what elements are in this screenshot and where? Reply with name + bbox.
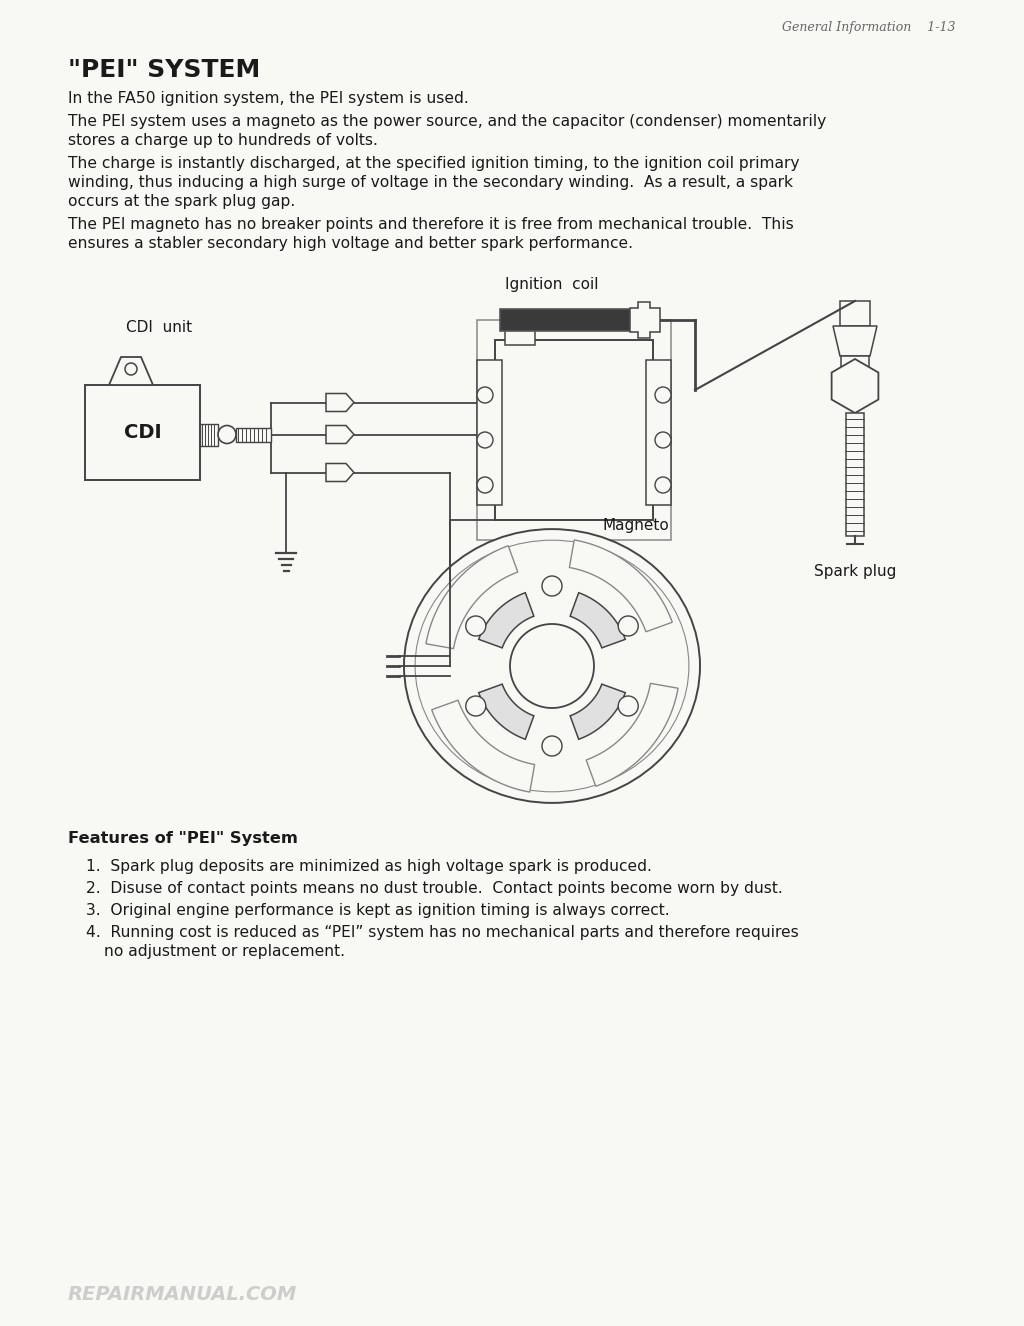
Text: stores a charge up to hundreds of volts.: stores a charge up to hundreds of volts. bbox=[68, 133, 378, 149]
Polygon shape bbox=[109, 357, 153, 385]
Bar bbox=[505, 325, 535, 345]
Bar bbox=[495, 339, 653, 520]
Circle shape bbox=[618, 696, 638, 716]
Bar bbox=[85, 385, 200, 480]
Bar bbox=[840, 301, 870, 326]
Text: 4.  Running cost is reduced as “PEI” system has no mechanical parts and therefor: 4. Running cost is reduced as “PEI” syst… bbox=[86, 926, 799, 940]
Text: "PEI" SYSTEM: "PEI" SYSTEM bbox=[68, 58, 260, 82]
Polygon shape bbox=[478, 593, 534, 648]
Ellipse shape bbox=[404, 529, 700, 804]
Text: The PEI magneto has no breaker points and therefore it is free from mechanical t: The PEI magneto has no breaker points an… bbox=[68, 217, 794, 232]
Circle shape bbox=[655, 387, 671, 403]
Text: CDI  unit: CDI unit bbox=[126, 320, 193, 335]
Circle shape bbox=[125, 363, 137, 375]
Bar bbox=[646, 359, 671, 505]
Circle shape bbox=[477, 387, 493, 403]
Text: ensures a stabler secondary high voltage and better spark performance.: ensures a stabler secondary high voltage… bbox=[68, 236, 633, 251]
Circle shape bbox=[542, 736, 562, 756]
Text: Ignition  coil: Ignition coil bbox=[505, 277, 598, 292]
Text: 3.  Original engine performance is kept as ignition timing is always correct.: 3. Original engine performance is kept a… bbox=[86, 903, 670, 918]
Text: winding, thus inducing a high surge of voltage in the secondary winding.  As a r: winding, thus inducing a high surge of v… bbox=[68, 175, 793, 190]
Text: In the FA50 ignition system, the PEI system is used.: In the FA50 ignition system, the PEI sys… bbox=[68, 91, 469, 106]
Text: CDI: CDI bbox=[124, 423, 162, 442]
Circle shape bbox=[477, 477, 493, 493]
Bar bbox=[477, 320, 671, 540]
Circle shape bbox=[618, 617, 638, 636]
Text: Magneto: Magneto bbox=[602, 517, 669, 533]
Polygon shape bbox=[833, 326, 877, 355]
Bar bbox=[841, 355, 869, 391]
Circle shape bbox=[542, 575, 562, 595]
Circle shape bbox=[655, 477, 671, 493]
Text: REPAIRMANUAL.COM: REPAIRMANUAL.COM bbox=[68, 1285, 297, 1303]
Polygon shape bbox=[426, 546, 518, 648]
Polygon shape bbox=[570, 684, 626, 740]
Circle shape bbox=[477, 432, 493, 448]
Text: 1.  Spark plug deposits are minimized as high voltage spark is produced.: 1. Spark plug deposits are minimized as … bbox=[86, 859, 652, 874]
Polygon shape bbox=[326, 394, 354, 411]
Polygon shape bbox=[326, 426, 354, 443]
Polygon shape bbox=[326, 464, 354, 481]
Bar bbox=[500, 309, 630, 332]
Circle shape bbox=[466, 617, 485, 636]
Polygon shape bbox=[432, 700, 535, 792]
Text: 2.  Disuse of contact points means no dust trouble.  Contact points become worn : 2. Disuse of contact points means no dus… bbox=[86, 880, 782, 896]
Text: Spark plug: Spark plug bbox=[814, 564, 896, 579]
Polygon shape bbox=[831, 359, 879, 412]
Circle shape bbox=[218, 426, 236, 443]
Polygon shape bbox=[570, 593, 626, 648]
Bar bbox=[200, 423, 218, 446]
Circle shape bbox=[466, 696, 485, 716]
Text: The PEI system uses a magneto as the power source, and the capacitor (condenser): The PEI system uses a magneto as the pow… bbox=[68, 114, 826, 129]
Polygon shape bbox=[586, 683, 678, 786]
Text: General Information    1-13: General Information 1-13 bbox=[782, 21, 956, 34]
Text: Features of "PEI" System: Features of "PEI" System bbox=[68, 831, 298, 846]
Ellipse shape bbox=[415, 540, 689, 792]
Circle shape bbox=[510, 625, 594, 708]
Text: The charge is instantly discharged, at the specified ignition timing, to the ign: The charge is instantly discharged, at t… bbox=[68, 156, 800, 171]
Bar bbox=[477, 359, 502, 505]
Polygon shape bbox=[630, 302, 660, 338]
Bar bbox=[846, 412, 864, 536]
Polygon shape bbox=[478, 684, 534, 740]
Circle shape bbox=[655, 432, 671, 448]
Bar bbox=[236, 427, 271, 442]
Text: no adjustment or replacement.: no adjustment or replacement. bbox=[104, 944, 345, 959]
Text: occurs at the spark plug gap.: occurs at the spark plug gap. bbox=[68, 194, 295, 210]
Polygon shape bbox=[569, 540, 673, 631]
